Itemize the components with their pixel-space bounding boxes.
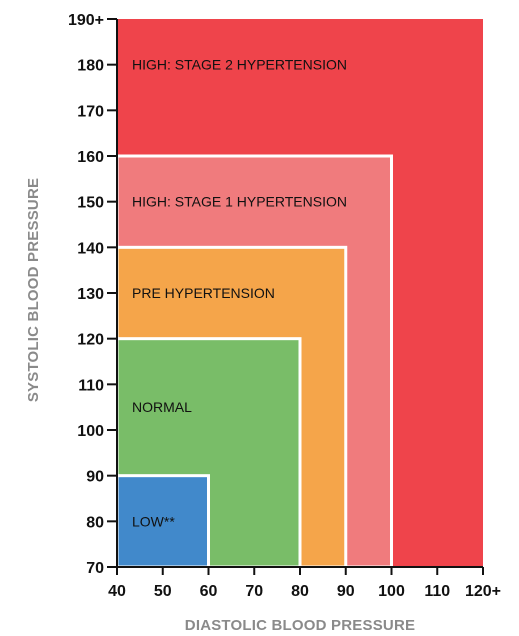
x-tick-label: 110	[424, 583, 450, 600]
x-axis-title: DIASTOLIC BLOOD PRESSURE	[185, 617, 415, 634]
y-tick-label: 190+	[68, 12, 104, 29]
zone-labels-layer: HIGH: STAGE 2 HYPERTENSION HIGH: STAGE 1 …	[132, 57, 347, 530]
y-tick-label: 90	[86, 469, 104, 486]
y-tick-label: 100	[77, 423, 104, 440]
y-tick-label: 180	[77, 58, 104, 75]
x-tick-label: 70	[245, 583, 263, 600]
x-tick-label: 120+	[465, 583, 501, 600]
zone-label-pre-hypertension: PRE HYPERTENSION	[132, 285, 275, 301]
x-tick-label: 40	[108, 583, 126, 600]
y-tick-label: 120	[77, 332, 104, 349]
zone-label-high-stage-1-hypertension: HIGH: STAGE 1 HYPERTENSION	[132, 194, 347, 210]
y-axis-title: SYSTOLIC BLOOD PRESSURE	[25, 178, 42, 402]
x-tick-label: 50	[154, 583, 172, 600]
zone-label-low: LOW**	[132, 513, 175, 529]
y-tick-label: 170	[77, 103, 104, 120]
x-tick-label: 80	[291, 583, 309, 600]
y-tick-label: 150	[77, 195, 104, 212]
y-tick-label: 70	[86, 560, 104, 577]
x-tick-label: 90	[337, 583, 355, 600]
y-tick-label: 140	[77, 240, 104, 257]
axes-layer: 70 80 90 100 110 120 130 140 150 160 170 180 190+ 40 5…	[68, 12, 501, 600]
zones-layer	[115, 19, 483, 569]
y-tick-label: 110	[78, 377, 104, 394]
y-tick-label: 130	[77, 286, 104, 303]
x-tick-label: 100	[378, 583, 405, 600]
y-tick-label: 160	[77, 149, 104, 166]
x-tick-label: 60	[200, 583, 218, 600]
zone-label-high-stage-2-hypertension: HIGH: STAGE 2 HYPERTENSION	[132, 57, 347, 73]
y-tick-label: 80	[86, 514, 104, 531]
zone-label-normal: NORMAL	[132, 399, 192, 415]
